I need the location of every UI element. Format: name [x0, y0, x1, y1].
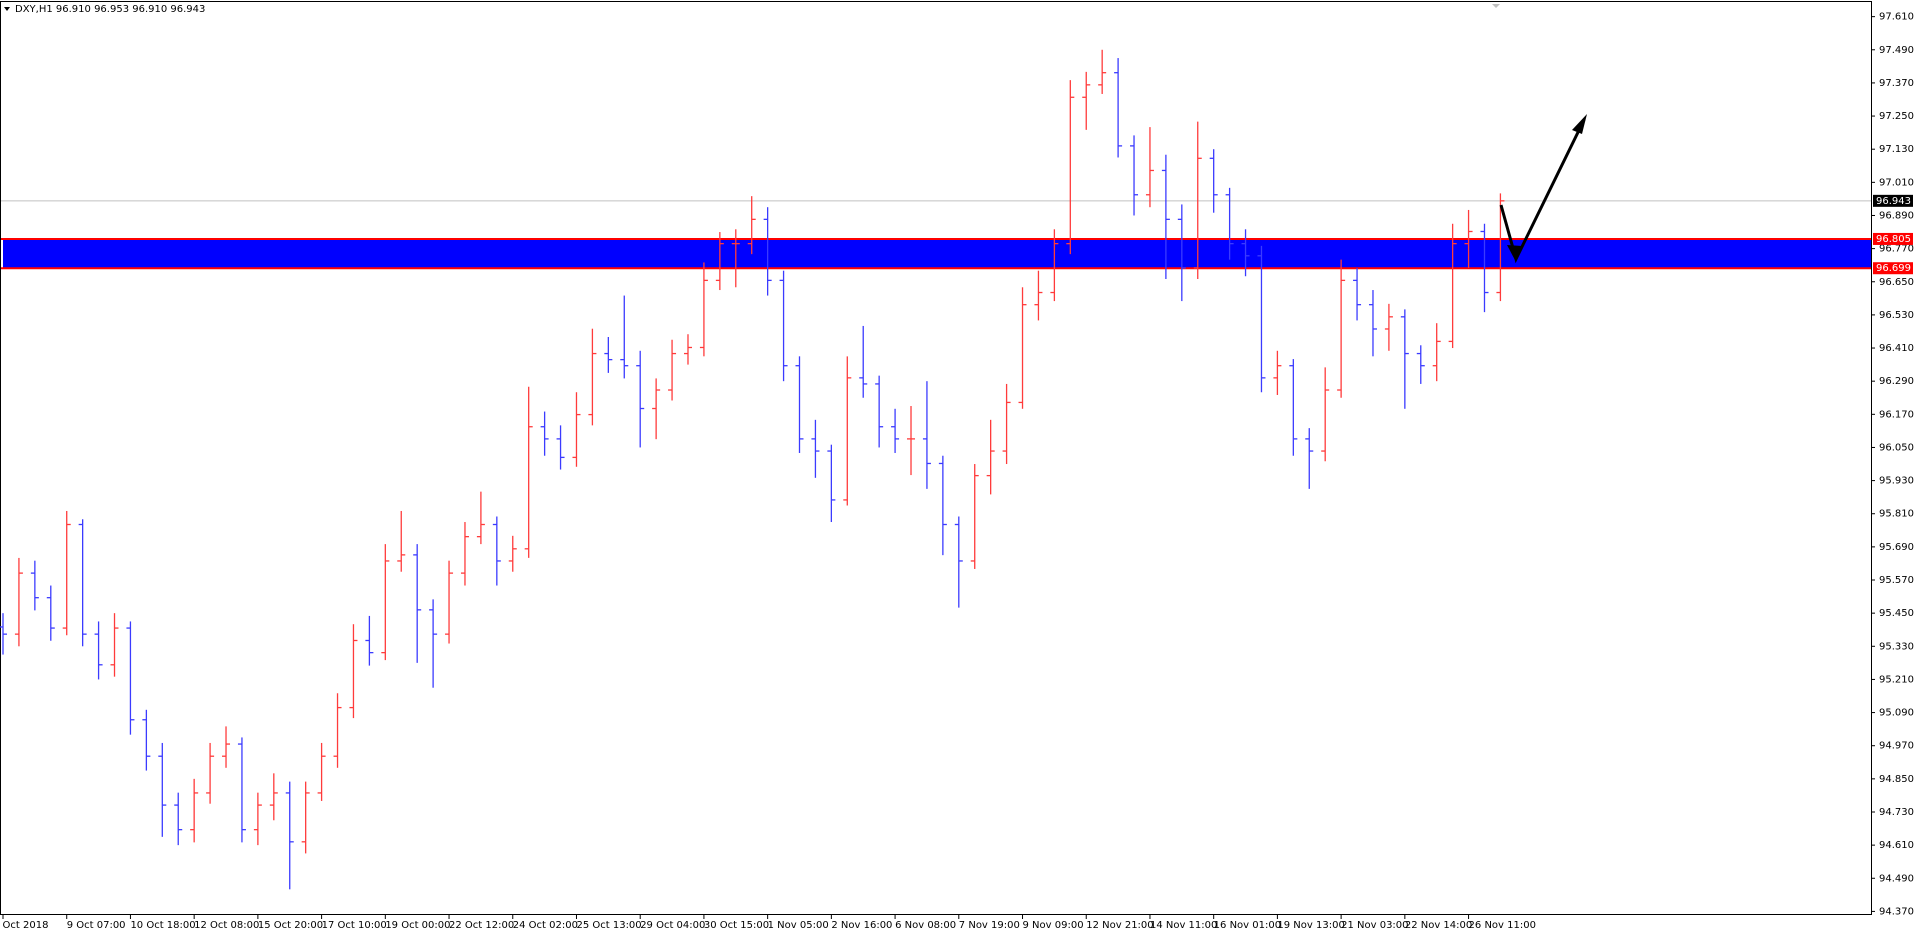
y-tick-label: 96.530 [1879, 310, 1914, 321]
price-tag-box [1873, 194, 1913, 207]
x-tick-label: 22 Nov 14:00 [1405, 920, 1472, 931]
x-tick-label: 6 Nov 08:00 [895, 920, 956, 931]
plot-border [0, 1, 1872, 915]
y-tick-label: 95.210 [1879, 674, 1914, 685]
y-tick-label: 94.970 [1879, 741, 1914, 752]
y-tick-label: 96.770 [1879, 244, 1914, 255]
y-tick-label: 97.130 [1879, 144, 1914, 155]
x-tick-label: 26 Nov 11:00 [1469, 920, 1536, 931]
price-tag-box [1873, 232, 1913, 245]
y-tick-label: 97.490 [1879, 45, 1914, 56]
y-tick-label: 95.450 [1879, 608, 1914, 619]
x-tick-label: 1 Nov 05:00 [768, 920, 829, 931]
plot-layer: 94.370 94.490 94.610 94.730 94.850 94.970 95.0… [0, 12, 1914, 931]
y-tick-label: 94.730 [1879, 807, 1914, 818]
price-tag: 96.805 [1876, 234, 1911, 245]
y-tick-label: 95.330 [1879, 641, 1914, 652]
x-tick-label: 9 Nov 09:00 [1023, 920, 1084, 931]
y-tick-label: 96.170 [1879, 409, 1914, 420]
arrow-head [1572, 114, 1587, 134]
shift-marker [1492, 4, 1500, 8]
x-tick-label: 22 Oct 12:00 [449, 920, 514, 931]
annotation-arrow [1499, 114, 1587, 264]
y-tick-label: 96.410 [1879, 343, 1914, 354]
x-tick-label: 9 Oct 07:00 [67, 920, 126, 931]
y-tick-label: 94.610 [1879, 840, 1914, 851]
x-tick-label: 24 Oct 02:00 [513, 920, 578, 931]
y-tick-label: 96.650 [1879, 277, 1914, 288]
x-tick-label: 17 Oct 10:00 [322, 920, 387, 931]
chart-title: DXY,H1 96.910 96.953 96.910 96.943 [15, 4, 205, 15]
y-tick-label: 94.490 [1879, 873, 1914, 884]
price-tag: 96.699 [1876, 263, 1911, 274]
y-tick-label: 94.850 [1879, 774, 1914, 785]
x-tick-label: 2 Nov 16:00 [831, 920, 892, 931]
x-tick-label: 12 Nov 21:00 [1086, 920, 1153, 931]
y-tick-label: 96.050 [1879, 442, 1914, 453]
y-tick-label: 95.090 [1879, 708, 1914, 719]
arrow-corner [1507, 245, 1522, 262]
y-tick-label: 96.890 [1879, 210, 1914, 221]
y-tick-label: 97.010 [1879, 177, 1914, 188]
x-tick-label: 29 Oct 04:00 [640, 920, 705, 931]
y-tick-label: 96.290 [1879, 376, 1914, 387]
y-tick-label: 94.370 [1879, 906, 1914, 917]
y-tick-label: 97.250 [1879, 111, 1914, 122]
zone [3, 238, 1871, 269]
x-tick-label: 15 Oct 20:00 [258, 920, 323, 931]
menu-triangle [4, 7, 10, 11]
price-tag-box [1873, 262, 1913, 275]
x-tick-label: 5 Oct 2018 [0, 920, 48, 931]
y-tick-label: 97.370 [1879, 78, 1914, 89]
price-tag: 96.943 [1876, 196, 1911, 207]
x-tick-label: 30 Oct 15:00 [704, 920, 769, 931]
x-tick-label: 12 Oct 08:00 [194, 920, 259, 931]
y-tick-label: 95.690 [1879, 542, 1914, 553]
x-tick-label: 16 Nov 01:00 [1214, 920, 1281, 931]
y-tick-label: 95.810 [1879, 509, 1914, 520]
x-tick-label: 21 Nov 03:00 [1341, 920, 1408, 931]
y-tick-label: 97.610 [1879, 12, 1914, 23]
x-tick-label: 25 Oct 13:00 [576, 920, 641, 931]
x-tick-label: 10 Oct 18:00 [130, 920, 195, 931]
y-tick-label: 95.570 [1879, 575, 1914, 586]
x-tick-label: 19 Nov 13:00 [1277, 920, 1344, 931]
y-tick-label: 95.930 [1879, 476, 1914, 487]
x-tick-label: 19 Oct 00:00 [385, 920, 450, 931]
x-tick-label: 14 Nov 11:00 [1150, 920, 1217, 931]
x-tick-label: 7 Nov 19:00 [959, 920, 1020, 931]
